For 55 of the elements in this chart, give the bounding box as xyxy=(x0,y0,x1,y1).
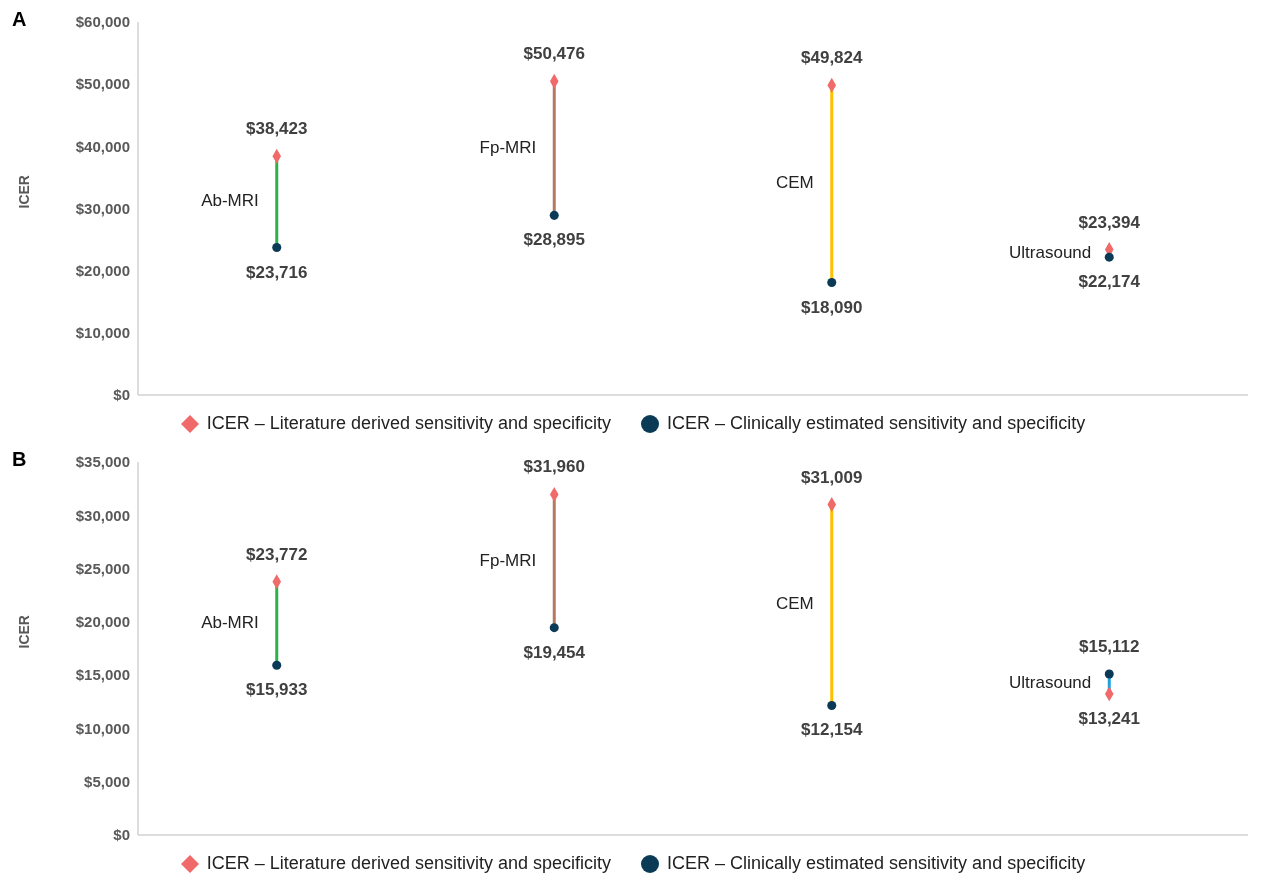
point xyxy=(272,243,282,253)
legend-label: ICER – Clinically estimated sensitivity and specificity xyxy=(666,853,1086,874)
x-tick-label: CEM xyxy=(775,594,814,614)
y-tick-label: $20,000 xyxy=(75,261,130,279)
data-label: $23,772 xyxy=(246,544,308,564)
data-label: $12,154 xyxy=(801,720,864,740)
y-tick-label: $25,000 xyxy=(75,559,130,577)
y-tick-label: $50,000 xyxy=(75,75,130,93)
x-tick-label: Fp-MRI xyxy=(479,550,537,570)
y-tick-label: $10,000 xyxy=(75,324,130,342)
data-label: $31,960 xyxy=(523,457,585,477)
y-tick-label: $35,000 xyxy=(75,453,130,471)
y-tick-label: $20,000 xyxy=(75,613,130,631)
point xyxy=(827,700,837,710)
chart-title: B xyxy=(12,448,27,471)
y-tick-label: $10,000 xyxy=(75,719,130,737)
data-label: $15,112 xyxy=(1078,636,1140,656)
point xyxy=(827,278,837,288)
data-label: $49,824 xyxy=(801,48,864,68)
x-tick-label: Ab-MRI xyxy=(201,612,259,632)
y-axis-title: ICER xyxy=(15,615,32,649)
y-axis-title: ICER xyxy=(15,175,32,209)
y-tick-label: $30,000 xyxy=(75,506,130,524)
data-label: $31,009 xyxy=(801,467,863,487)
point xyxy=(1104,669,1114,679)
data-label: $19,454 xyxy=(523,642,586,662)
point xyxy=(272,660,282,670)
x-tick-label: Ultrasound xyxy=(1009,673,1092,693)
data-label: $18,090 xyxy=(801,297,863,317)
legend-label: ICER – Clinically estimated sensitivity and specificity xyxy=(666,413,1086,434)
data-label: $23,394 xyxy=(1078,212,1141,232)
x-tick-label: Ultrasound xyxy=(1009,242,1092,262)
point xyxy=(549,623,559,633)
data-label: $50,476 xyxy=(523,44,585,64)
y-tick-label: $40,000 xyxy=(75,137,130,155)
legend-label: ICER – Literature derived sensitivity and specificity xyxy=(205,853,612,874)
point xyxy=(549,210,559,220)
data-label: $28,895 xyxy=(523,230,585,250)
y-tick-label: $0 xyxy=(113,826,130,844)
point xyxy=(1104,252,1114,262)
legend-label: ICER – Literature derived sensitivity and specificity xyxy=(205,413,612,434)
y-tick-label: $60,000 xyxy=(75,13,130,31)
data-label: $23,716 xyxy=(246,262,308,282)
x-tick-label: CEM xyxy=(775,173,814,193)
data-label: $13,241 xyxy=(1078,708,1140,728)
data-label: $38,423 xyxy=(246,119,308,139)
y-tick-label: $15,000 xyxy=(75,666,130,684)
y-tick-label: $0 xyxy=(113,386,130,404)
y-tick-label: $30,000 xyxy=(75,199,130,217)
chart-title: A xyxy=(12,8,27,31)
data-label: $15,933 xyxy=(246,680,308,700)
x-tick-label: Ab-MRI xyxy=(201,191,259,211)
data-label: $22,174 xyxy=(1078,272,1141,292)
y-tick-label: $5,000 xyxy=(84,773,130,791)
x-tick-label: Fp-MRI xyxy=(479,137,537,157)
